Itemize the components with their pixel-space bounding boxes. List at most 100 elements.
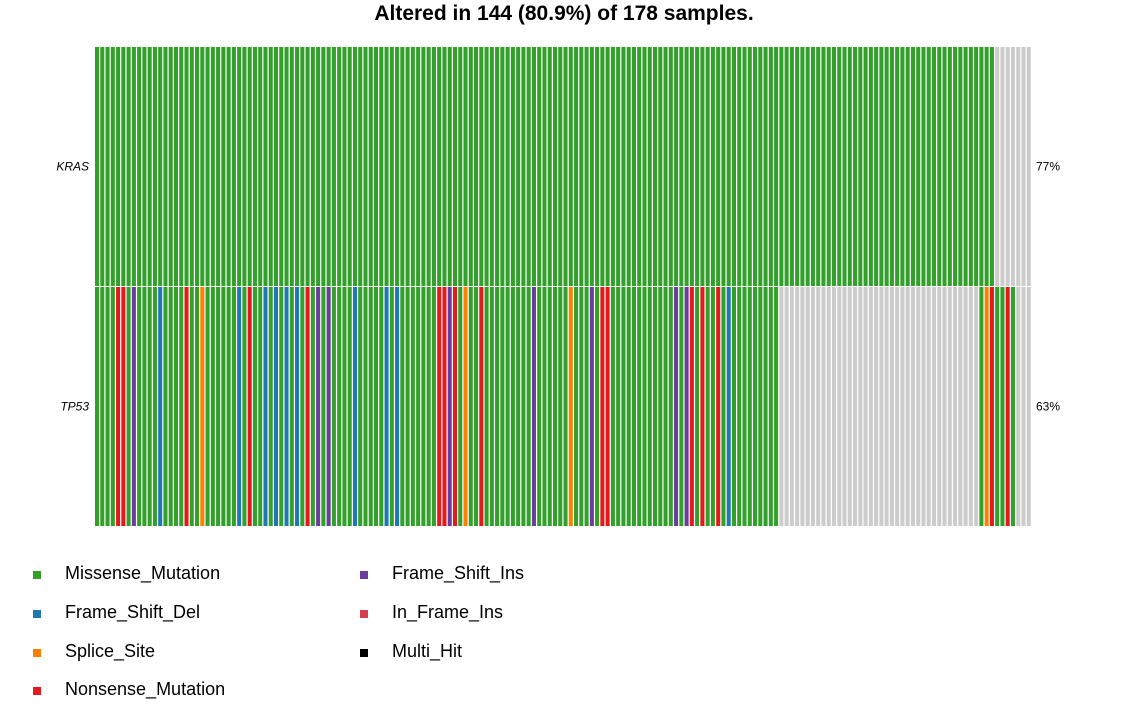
cell-kras-missense-mutation — [363, 47, 368, 286]
cell-kras-missense-mutation — [658, 47, 663, 286]
cell-tp53-missense-mutation — [495, 287, 500, 526]
cell-kras-missense-mutation — [116, 47, 121, 286]
cell-tp53-none — [858, 287, 863, 526]
cell-tp53-nonsense-mutation — [442, 287, 447, 526]
cell-kras-missense-mutation — [716, 47, 721, 286]
cell-tp53-missense-mutation — [221, 287, 226, 526]
cell-kras-missense-mutation — [721, 47, 726, 286]
cell-kras-missense-mutation — [295, 47, 300, 286]
cell-tp53-missense-mutation — [310, 287, 315, 526]
cell-tp53-missense-mutation — [510, 287, 515, 526]
cell-tp53-missense-mutation — [231, 287, 236, 526]
cell-kras-missense-mutation — [316, 47, 321, 286]
cell-tp53-missense-mutation — [679, 287, 684, 526]
cell-kras-missense-mutation — [889, 47, 894, 286]
cell-tp53-none — [1016, 287, 1021, 526]
cell-kras-missense-mutation — [805, 47, 810, 286]
cell-kras-missense-mutation — [326, 47, 331, 286]
cell-tp53-frame-shift-del — [158, 287, 163, 526]
cell-tp53-nonsense-mutation — [437, 287, 442, 526]
cell-kras-missense-mutation — [384, 47, 389, 286]
cell-kras-missense-mutation — [684, 47, 689, 286]
cell-tp53-missense-mutation — [168, 287, 173, 526]
cell-tp53-missense-mutation — [105, 287, 110, 526]
cell-tp53-missense-mutation — [595, 287, 600, 526]
cell-tp53-none — [810, 287, 815, 526]
cell-kras-missense-mutation — [963, 47, 968, 286]
cell-tp53-none — [800, 287, 805, 526]
gene-label-tp53: TP53 — [60, 400, 89, 414]
cell-tp53-missense-mutation — [979, 287, 984, 526]
cell-kras-missense-mutation — [737, 47, 742, 286]
cell-kras-missense-mutation — [868, 47, 873, 286]
cell-tp53-missense-mutation — [1000, 287, 1005, 526]
cell-tp53-none — [900, 287, 905, 526]
cell-tp53-none — [879, 287, 884, 526]
cell-kras-missense-mutation — [258, 47, 263, 286]
cell-kras-missense-mutation — [753, 47, 758, 286]
cell-tp53-missense-mutation — [610, 287, 615, 526]
cell-kras-missense-mutation — [816, 47, 821, 286]
cell-tp53-missense-mutation — [252, 287, 257, 526]
cell-tp53-missense-mutation — [405, 287, 410, 526]
cell-tp53-missense-mutation — [758, 287, 763, 526]
cell-tp53-splice-site — [463, 287, 468, 526]
cell-tp53-frame-shift-del — [295, 287, 300, 526]
cell-kras-missense-mutation — [373, 47, 379, 286]
cell-tp53-missense-mutation — [663, 287, 668, 526]
percent-label-tp53: 63% — [1036, 400, 1060, 414]
cell-tp53-missense-mutation — [579, 287, 584, 526]
cell-kras-none — [1021, 47, 1026, 286]
cell-tp53-nonsense-mutation — [479, 287, 484, 526]
cell-tp53-missense-mutation — [110, 287, 115, 526]
cell-kras-missense-mutation — [173, 47, 179, 286]
cell-tp53-missense-mutation — [537, 287, 542, 526]
cell-tp53-missense-mutation — [242, 287, 247, 526]
cell-kras-missense-mutation — [305, 47, 310, 286]
legend-swatch — [33, 687, 41, 695]
cell-tp53-none — [826, 287, 831, 526]
cell-tp53-missense-mutation — [331, 287, 336, 526]
cell-kras-missense-mutation — [568, 47, 573, 286]
cell-tp53-missense-mutation — [705, 287, 710, 526]
cell-tp53-missense-mutation — [373, 287, 379, 526]
cell-tp53-nonsense-mutation — [184, 287, 189, 526]
cell-kras-missense-mutation — [221, 47, 226, 286]
cell-kras-missense-mutation — [837, 47, 842, 286]
cell-kras-missense-mutation — [379, 47, 384, 286]
cell-tp53-frame-shift-del — [352, 287, 357, 526]
cell-kras-missense-mutation — [626, 47, 631, 286]
cell-kras-missense-mutation — [137, 47, 142, 286]
cell-kras-none — [1000, 47, 1005, 286]
cell-kras-missense-mutation — [631, 47, 636, 286]
cell-kras-missense-mutation — [216, 47, 221, 286]
cell-tp53-nonsense-mutation — [1005, 287, 1010, 526]
cell-kras-missense-mutation — [910, 47, 915, 286]
cell-tp53-none — [868, 287, 873, 526]
cell-kras-missense-mutation — [495, 47, 500, 286]
cell-kras-missense-mutation — [263, 47, 268, 286]
cell-kras-missense-mutation — [368, 47, 373, 286]
cell-kras-missense-mutation — [953, 47, 958, 286]
cell-kras-missense-mutation — [273, 47, 279, 286]
cell-kras-missense-mutation — [226, 47, 231, 286]
cell-tp53-missense-mutation — [526, 287, 531, 526]
cell-tp53-none — [958, 287, 963, 526]
cell-kras-missense-mutation — [389, 47, 394, 286]
legend-label: Frame_Shift_Del — [65, 602, 201, 622]
cell-tp53-none — [842, 287, 847, 526]
cell-tp53-frame-shift-ins — [531, 287, 536, 526]
cell-tp53-splice-site — [984, 287, 989, 526]
cell-kras-none — [1010, 47, 1015, 286]
cell-tp53-nonsense-mutation — [452, 287, 458, 526]
cell-kras-missense-mutation — [168, 47, 173, 286]
cell-kras-missense-mutation — [205, 47, 210, 286]
cell-kras-missense-mutation — [537, 47, 542, 286]
cell-kras-missense-mutation — [526, 47, 531, 286]
cell-kras-none — [1026, 47, 1031, 286]
cell-kras-missense-mutation — [621, 47, 626, 286]
legend-swatch — [360, 571, 368, 579]
cell-kras-missense-mutation — [452, 47, 458, 286]
cell-kras-missense-mutation — [768, 47, 773, 286]
cell-tp53-missense-mutation — [574, 287, 579, 526]
